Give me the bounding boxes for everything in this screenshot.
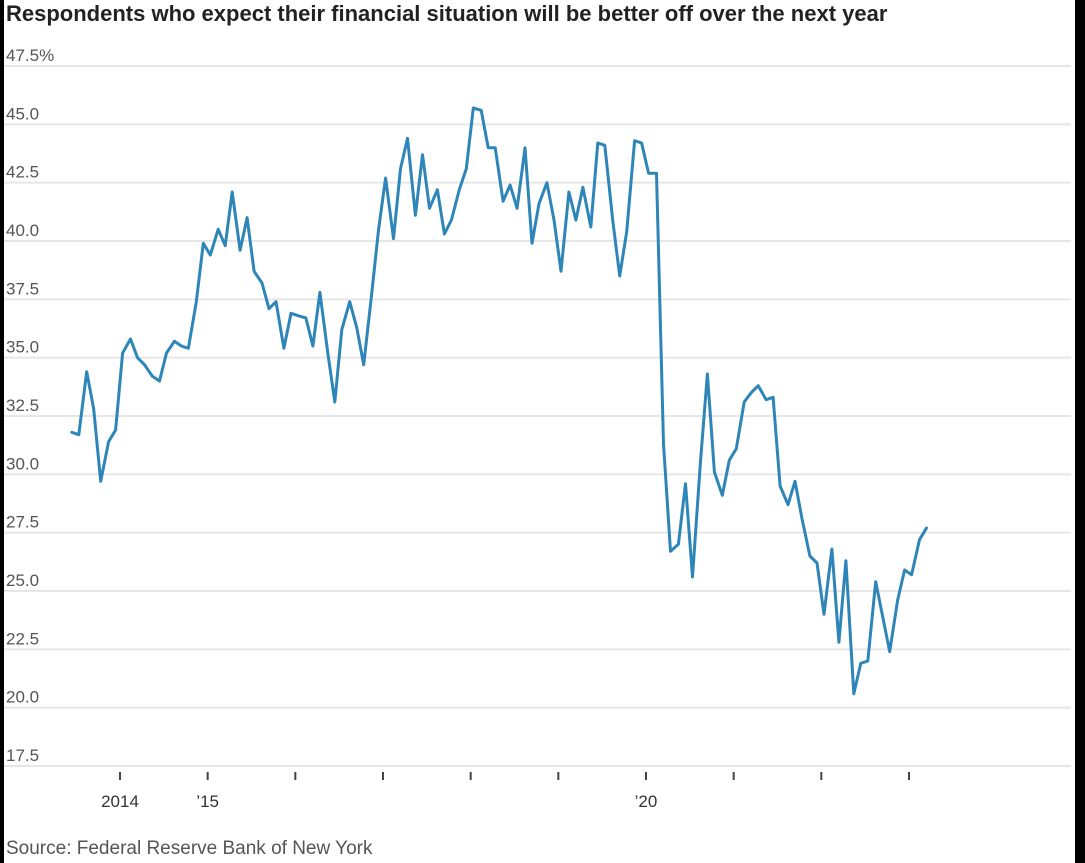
y-tick-label: 30.0: [6, 454, 39, 473]
y-axis: 17.5 20.0 22.5 25.0 27.5 30.0 32.5 35.0 37.5 40.0…: [6, 46, 54, 765]
gridlines: [4, 65, 1071, 767]
chart-frame: Respondents who expect their financial s…: [4, 0, 1075, 863]
y-tick-label: 27.5: [6, 513, 39, 532]
y-tick-label: 47.5%: [6, 46, 54, 65]
y-tick-label: 40.0: [6, 221, 39, 240]
series-line: [70, 106, 928, 696]
x-tick-label: 2014: [101, 792, 139, 811]
y-tick-label: 17.5: [6, 746, 39, 765]
x-axis: 2014 ’15 ’20: [101, 772, 910, 811]
y-tick-label: 42.5: [6, 163, 39, 182]
y-tick-label: 37.5: [6, 279, 39, 298]
x-tick-label: ’15: [196, 792, 219, 811]
y-tick-label: 32.5: [6, 396, 39, 415]
y-tick-label: 20.0: [6, 688, 39, 707]
y-tick-label: 45.0: [6, 104, 39, 123]
y-tick-label: 35.0: [6, 338, 39, 357]
source-note: Source: Federal Reserve Bank of New York: [6, 838, 373, 859]
line-chart: Respondents who expect their financial s…: [4, 1, 1071, 859]
y-tick-label: 22.5: [6, 629, 39, 648]
x-tick-label: ’20: [635, 792, 658, 811]
series-layer: [70, 106, 928, 696]
y-tick-label: 25.0: [6, 571, 39, 590]
chart-title: Respondents who expect their financial s…: [6, 1, 888, 26]
